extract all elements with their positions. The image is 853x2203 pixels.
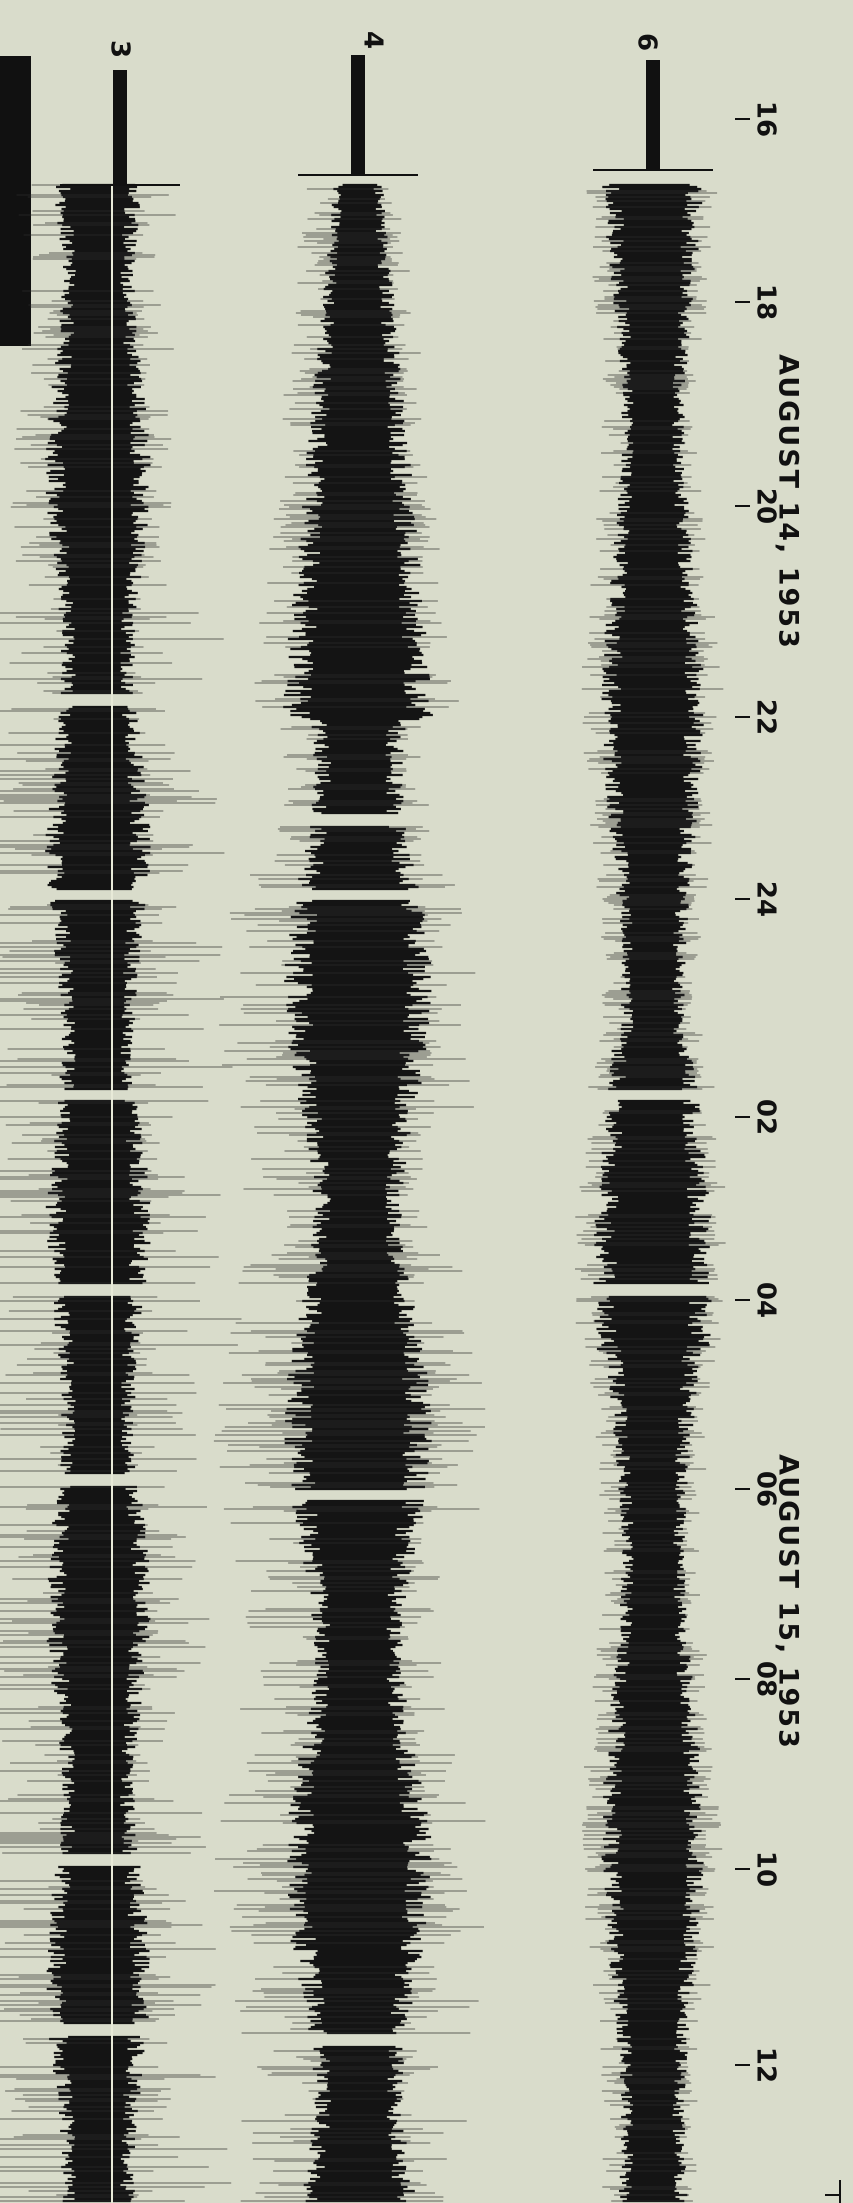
channel-label: 3	[105, 40, 135, 58]
channel-label: 6	[632, 33, 662, 51]
time-tick-label: 02	[751, 1099, 781, 1135]
time-tick-label: 22	[751, 699, 781, 735]
time-tick-label: 24	[751, 881, 781, 917]
time-tick-label: 18	[751, 284, 781, 320]
time-tick-label: 08	[751, 1661, 781, 1697]
time-tick-label: 04	[751, 1282, 781, 1318]
time-tick-label: 10	[751, 1851, 781, 1887]
time-tick-label: 20	[751, 488, 781, 524]
time-tick-label: 12	[751, 2047, 781, 2083]
time-tick-label: 06	[751, 1471, 781, 1507]
edge-strip	[0, 56, 31, 346]
time-tick-label: 16	[751, 101, 781, 137]
channel-label: 4	[358, 31, 388, 49]
record-figure: 3 4 6 AUGUST 14, 1953 AUGUST 15, 1953 16…	[0, 0, 853, 2203]
traces	[0, 55, 726, 2203]
